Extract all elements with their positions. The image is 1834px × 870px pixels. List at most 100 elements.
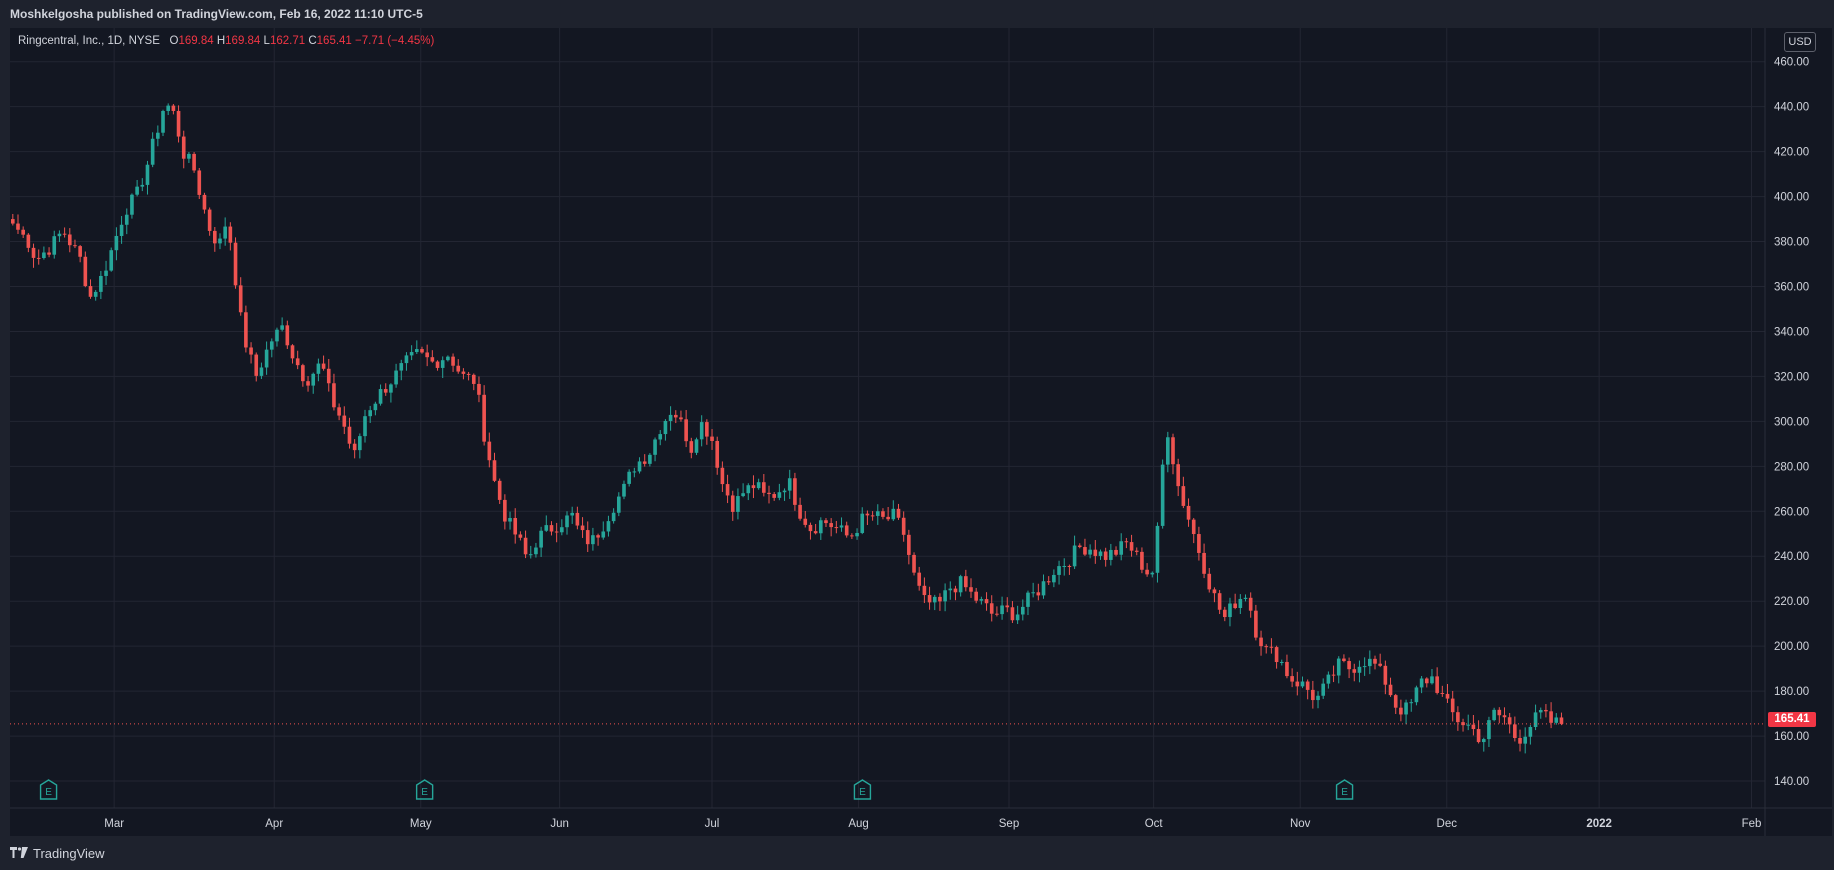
candle-body (1513, 724, 1517, 739)
candle-body (860, 513, 865, 533)
currency-badge[interactable]: USD (1784, 32, 1816, 52)
candle-body (321, 363, 326, 369)
low-label: L (263, 35, 270, 47)
earnings-marker[interactable]: E (39, 779, 58, 800)
candle-body (813, 531, 818, 534)
candle-body (1461, 722, 1465, 726)
candle-body (358, 436, 362, 451)
y-tick-label: 380.00 (1774, 237, 1809, 249)
candle-body (544, 525, 549, 531)
candle-body (383, 389, 388, 393)
candle-body (736, 496, 740, 512)
candle-body (1160, 464, 1165, 526)
candle-body (948, 588, 953, 591)
candle-body (11, 219, 15, 224)
candle-body (150, 138, 155, 165)
candle-body (834, 527, 839, 529)
candle-body (922, 585, 927, 596)
candle-body (482, 394, 486, 442)
y-tick-label: 360.00 (1774, 282, 1809, 294)
earnings-markers[interactable]: EEEEE (39, 779, 1832, 800)
candle-body (1181, 486, 1186, 506)
candle-body (212, 230, 217, 244)
earnings-marker[interactable]: E (415, 779, 434, 800)
earnings-marker[interactable]: E (1335, 779, 1354, 800)
candle-body (332, 383, 336, 408)
candle-body (347, 426, 352, 444)
candle-body (984, 599, 989, 604)
candle-body (1518, 738, 1522, 744)
candle-body (306, 381, 310, 386)
candle-body (135, 186, 139, 195)
candle-body (73, 245, 77, 247)
candle-body (497, 480, 502, 500)
candle-body (777, 492, 782, 498)
y-tick-label: 440.00 (1774, 102, 1809, 114)
candle-body (1409, 702, 1414, 704)
candle-body (1269, 646, 1274, 648)
candle-body (1052, 574, 1056, 583)
candle-body (596, 535, 600, 538)
candle-body (943, 590, 947, 602)
candle-body (601, 531, 606, 538)
candle-body (275, 329, 279, 342)
chart-area[interactable]: EEEEE 140.00160.00180.00200.00220.00240.… (10, 28, 1832, 836)
candle-body (850, 535, 854, 537)
candle-body (1259, 637, 1263, 647)
candle-body (715, 440, 720, 468)
candle-body (1207, 573, 1212, 590)
close-value: 165.41 (316, 35, 352, 47)
candle-body (1357, 666, 1362, 673)
candle-body (389, 384, 393, 393)
earnings-marker[interactable]: E (853, 779, 872, 800)
candle-body (1331, 674, 1336, 676)
candle-body (218, 238, 222, 244)
y-tick-label: 240.00 (1774, 551, 1809, 563)
candle-body (1450, 698, 1455, 713)
candle-body (756, 482, 761, 489)
candle-body (1502, 715, 1507, 718)
candle-body (648, 454, 652, 464)
candle-body (1523, 736, 1528, 744)
candle-body (1129, 542, 1134, 551)
x-tick-label: Feb (1742, 818, 1762, 830)
bottom-bar: TradingView (0, 836, 1834, 870)
open-label: O (169, 35, 179, 47)
candle-body (1254, 610, 1258, 638)
candle-body (622, 483, 626, 497)
candle-body (1399, 707, 1403, 715)
candle-body (140, 184, 145, 187)
candle-body (1140, 551, 1144, 570)
candle-body (746, 485, 751, 494)
candle-body (461, 371, 466, 374)
tradingview-brand[interactable]: TradingView (10, 846, 105, 861)
candle-body (264, 349, 269, 368)
candle-body (1109, 549, 1113, 560)
y-tick-label: 340.00 (1774, 326, 1809, 338)
candle-body (1067, 565, 1072, 567)
candle-body (912, 554, 916, 573)
candle-body (477, 383, 481, 395)
axes: 140.00 160.00 180.00 200.00 220.00 240.00 260.… (10, 28, 1832, 836)
candle-body (1088, 549, 1092, 555)
y-tick-label: 140.00 (1774, 776, 1809, 788)
candle-body (611, 512, 616, 522)
candle-body (591, 535, 595, 545)
candle-body (1554, 717, 1559, 723)
candle-body (104, 270, 108, 276)
candle-body (1549, 711, 1553, 723)
price-chart-svg[interactable]: EEEEE 140.00160.00180.00200.00220.00240.… (10, 28, 1832, 836)
candle-body (228, 226, 233, 243)
candle-body (83, 256, 88, 287)
candle-body (78, 246, 82, 257)
candle-body (1456, 712, 1460, 723)
last-price-badge: 165.41 (1768, 712, 1816, 727)
publisher-line: Moshkelgosha published on TradingView.co… (10, 7, 423, 21)
candle-body (513, 518, 518, 535)
candle-body (793, 478, 797, 505)
candle-body (1166, 437, 1170, 465)
candle-body (1368, 658, 1372, 667)
candle-body (1305, 681, 1310, 690)
candle-body (156, 132, 160, 139)
candle-body (238, 285, 243, 313)
